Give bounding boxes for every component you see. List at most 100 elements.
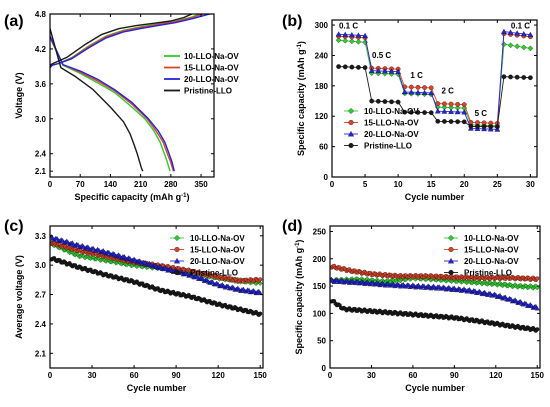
legend-item: 10-LLO-Na-OV <box>344 107 419 116</box>
rate-annotation: 1 C <box>410 71 423 80</box>
legend-item: 10-LLO-Na-OV <box>170 234 245 243</box>
y-tick-label: 2.1 <box>35 349 47 358</box>
legend-item: 15-LLO-Na-OV <box>344 119 419 128</box>
data-point-0 <box>349 38 355 45</box>
legend-label: Pristine-LLO <box>364 142 412 151</box>
plot-frame <box>49 225 264 369</box>
panel-label: (a) <box>4 13 24 30</box>
y-axis-title-sup: -1 <box>297 43 303 49</box>
data-point-2 <box>441 108 448 114</box>
legend-swatch-marker <box>348 119 354 126</box>
legend: 10-LLO-Na-OV 15-LLO-Na-OV 20-LLO-Na-OV Pris… <box>164 52 239 96</box>
x-tick-label: 5 <box>363 180 368 189</box>
data-point-0 <box>342 37 349 44</box>
legend-item: 15-LLO-Na-OV <box>444 246 519 255</box>
plot-frame <box>49 13 215 178</box>
x-tick-label: 0 <box>328 371 333 380</box>
legend-swatch-marker <box>173 257 181 264</box>
data-point-1 <box>408 84 414 90</box>
data-point-3 <box>258 311 263 316</box>
y-tick-label: 250 <box>313 227 327 236</box>
legend-item: 15-LLO-Na-OV <box>164 64 239 73</box>
data-point-2 <box>461 109 468 115</box>
panel-label: (b) <box>282 13 302 30</box>
x-axis-title-sup: -1 <box>181 193 187 199</box>
x-tick-label: 70 <box>76 180 85 189</box>
legend-label: 20-LLO-Na-OV <box>464 257 519 266</box>
data-point-1 <box>535 276 540 281</box>
x-tick-label: 150 <box>254 371 268 380</box>
data-point-1 <box>415 84 421 90</box>
x-tick-label: 210 <box>134 180 148 189</box>
x-axis-title: Cycle number <box>405 192 465 202</box>
data-point-3 <box>389 99 394 105</box>
y-tick-label: 150 <box>313 282 327 291</box>
legend-item: Pristine-LLO <box>444 269 512 278</box>
data-point-3 <box>435 118 441 124</box>
data-point-2 <box>527 31 534 37</box>
legend-label: 20-LLO-Na-OV <box>184 75 239 84</box>
x-tick-label: 0 <box>330 180 335 189</box>
plot-area <box>50 234 263 317</box>
data-point-2 <box>454 109 461 115</box>
x-tick-label: 280 <box>164 180 178 189</box>
data-point-3 <box>395 99 401 105</box>
data-point-0 <box>355 38 362 45</box>
data-point-1 <box>448 101 454 107</box>
data-point-2 <box>388 68 395 74</box>
data-point-2 <box>448 108 454 114</box>
data-point-0 <box>527 45 534 52</box>
legend-swatch-marker <box>447 257 455 264</box>
data-point-3 <box>514 74 520 80</box>
data-point-1 <box>442 101 447 107</box>
data-point-2 <box>434 108 441 114</box>
legend-swatch-marker <box>448 269 454 276</box>
x-tick-label: 60 <box>408 371 417 380</box>
x-axis-title-main: Specific capacity (mAh g <box>75 192 182 202</box>
data-point-3 <box>475 124 480 129</box>
y-tick-label: 120 <box>315 112 329 121</box>
data-point-1 <box>435 101 441 106</box>
panel-label: (c) <box>4 218 24 235</box>
legend-item: Pristine-LLO <box>164 87 232 96</box>
data-point-3 <box>369 98 375 104</box>
y-axis-title: Specific capacity (mAh g-1) <box>294 240 304 355</box>
x-tick-label: 30 <box>88 371 97 380</box>
data-point-2 <box>348 32 355 38</box>
legend-label: 10-LLO-Na-OV <box>184 52 239 61</box>
legend-swatch-marker <box>347 130 355 137</box>
data-point-2 <box>514 30 521 36</box>
legend-label: 15-LLO-Na-OV <box>364 119 419 128</box>
series-line-3-discharge <box>50 28 144 172</box>
legend-item: 20-LLO-Na-OV <box>444 257 519 266</box>
data-point-3 <box>521 75 527 80</box>
legend-item: 10-LLO-Na-OV <box>444 234 519 243</box>
x-tick-label: 15 <box>427 180 436 189</box>
data-point-2 <box>382 68 388 74</box>
legend-item: Pristine-LLO <box>170 269 238 278</box>
y-axis-title-end: ) <box>296 41 306 44</box>
x-tick-label: 20 <box>460 180 469 189</box>
data-point-2 <box>401 89 408 95</box>
data-point-3 <box>356 64 361 70</box>
y-axis-title: Specific capacity (mAh g-1) <box>296 41 306 156</box>
plot-area <box>50 14 210 172</box>
data-point-2 <box>335 31 342 37</box>
data-point-3 <box>402 109 408 115</box>
y-axis-title-end: ) <box>294 240 304 243</box>
data-point-2 <box>375 67 382 74</box>
y-tick-label: 0 <box>322 364 327 373</box>
y-tick-label: 100 <box>313 309 327 318</box>
legend-label: Pristine-LLO <box>184 87 232 96</box>
legend-label: 20-LLO-Na-OV <box>364 130 419 139</box>
data-point-3 <box>501 74 507 80</box>
data-point-3 <box>422 110 427 115</box>
y-axis-title-main: Specific capacity (mAh g <box>294 248 304 355</box>
panel-label: (d) <box>282 218 302 235</box>
chart-panel-a: (a) 0 70 140 210 280 350 2.1 2.4 3.0 3.6 4.2 4.8 Spec… <box>4 10 239 202</box>
legend-item: 20-LLO-Na-OV <box>344 130 419 139</box>
data-point-2 <box>520 31 527 37</box>
y-tick-label: 3.0 <box>35 261 47 270</box>
x-tick-label: 30 <box>367 371 376 380</box>
data-point-3 <box>375 98 381 104</box>
